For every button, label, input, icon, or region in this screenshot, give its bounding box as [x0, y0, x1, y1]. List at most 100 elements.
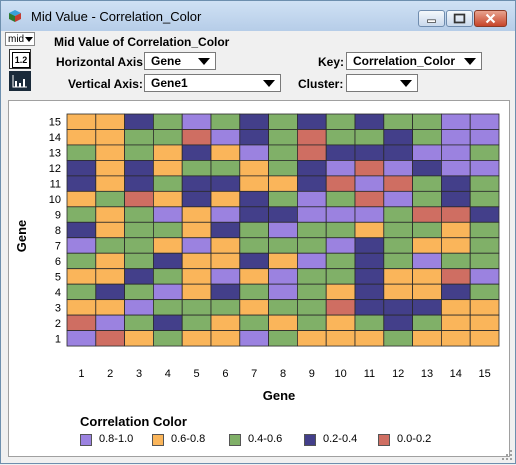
- heatmap-cell[interactable]: [469, 283, 500, 301]
- heatmap-cell[interactable]: [239, 221, 270, 239]
- heatmap-cell[interactable]: [325, 314, 356, 331]
- heatmap-cell[interactable]: [210, 175, 241, 192]
- heatmap-cell[interactable]: [296, 314, 327, 331]
- heatmap-cell[interactable]: [95, 268, 126, 285]
- heatmap-cell[interactable]: [412, 206, 442, 223]
- heatmap-cell[interactable]: [440, 175, 471, 192]
- heatmap-cell[interactable]: [268, 330, 298, 347]
- heatmap-cell[interactable]: [440, 160, 471, 177]
- heatmap-cell[interactable]: [383, 299, 413, 316]
- heatmap-cell[interactable]: [66, 268, 97, 285]
- heatmap-cell[interactable]: [268, 160, 298, 177]
- heatmap-cell[interactable]: [412, 190, 442, 208]
- heatmap-cell[interactable]: [95, 144, 126, 161]
- heatmap-cell[interactable]: [268, 299, 298, 316]
- close-button[interactable]: [474, 10, 507, 27]
- heatmap-cell[interactable]: [152, 160, 183, 177]
- heatmap-cell[interactable]: [66, 144, 97, 161]
- heatmap-cell[interactable]: [124, 314, 154, 331]
- heatmap-cell[interactable]: [325, 206, 356, 223]
- maximize-button[interactable]: [446, 10, 473, 27]
- heatmap-cell[interactable]: [181, 144, 212, 161]
- heatmap-cell[interactable]: [440, 283, 471, 301]
- heatmap-cell[interactable]: [325, 299, 356, 316]
- heatmap-cell[interactable]: [95, 221, 126, 239]
- heatmap-cell[interactable]: [296, 221, 327, 239]
- heatmap-cell[interactable]: [469, 237, 500, 254]
- heatmap-cell[interactable]: [354, 314, 385, 331]
- heatmap-cell[interactable]: [152, 175, 183, 192]
- heatmap-cell[interactable]: [412, 268, 442, 285]
- heatmap-cell[interactable]: [440, 252, 471, 270]
- heatmap-cell[interactable]: [239, 237, 270, 254]
- heatmap-cell[interactable]: [383, 268, 413, 285]
- heatmap-cell[interactable]: [210, 206, 241, 223]
- heatmap-cell[interactable]: [152, 129, 183, 146]
- scale-button[interactable]: 1.2: [9, 49, 31, 69]
- heatmap-cell[interactable]: [383, 129, 413, 146]
- heatmap-cell[interactable]: [181, 268, 212, 285]
- minimize-button[interactable]: [418, 10, 445, 27]
- heatmap-cell[interactable]: [354, 268, 385, 285]
- heatmap-cell[interactable]: [469, 221, 500, 239]
- heatmap-cell[interactable]: [239, 330, 270, 347]
- heatmap-cell[interactable]: [124, 221, 154, 239]
- heatmap-cell[interactable]: [412, 144, 442, 161]
- heatmap-cell[interactable]: [268, 144, 298, 161]
- heatmap-cell[interactable]: [440, 221, 471, 239]
- heatmap-cell[interactable]: [66, 314, 97, 331]
- heatmap-cell[interactable]: [95, 160, 126, 177]
- heatmap-cell[interactable]: [412, 221, 442, 239]
- heatmap-cell[interactable]: [325, 221, 356, 239]
- heatmap-cell[interactable]: [66, 283, 97, 301]
- mode-dropdown[interactable]: mid: [5, 32, 35, 46]
- heatmap-cell[interactable]: [383, 283, 413, 301]
- heatmap-cell[interactable]: [66, 113, 97, 130]
- heatmap-cell[interactable]: [354, 144, 385, 161]
- heatmap-cell[interactable]: [412, 237, 442, 254]
- heatmap-cell[interactable]: [325, 190, 356, 208]
- heatmap-cell[interactable]: [239, 268, 270, 285]
- chart-view-button[interactable]: [9, 71, 31, 91]
- heatmap-cell[interactable]: [124, 144, 154, 161]
- heatmap-cell[interactable]: [469, 252, 500, 270]
- heatmap-cell[interactable]: [412, 175, 442, 192]
- heatmap-cell[interactable]: [181, 299, 212, 316]
- heatmap-cell[interactable]: [268, 129, 298, 146]
- heatmap-cell[interactable]: [296, 129, 327, 146]
- heatmap-cell[interactable]: [469, 190, 500, 208]
- heatmap-cell[interactable]: [412, 330, 442, 347]
- heatmap-cell[interactable]: [296, 113, 327, 130]
- heatmap-cell[interactable]: [469, 113, 500, 130]
- heatmap-cell[interactable]: [469, 330, 500, 347]
- heatmap-cell[interactable]: [210, 190, 241, 208]
- heatmap-cell[interactable]: [124, 129, 154, 146]
- heatmap-cell[interactable]: [95, 283, 126, 301]
- heatmap-cell[interactable]: [354, 299, 385, 316]
- heatmap-cell[interactable]: [268, 283, 298, 301]
- heatmap-cell[interactable]: [124, 190, 154, 208]
- heatmap-cell[interactable]: [296, 144, 327, 161]
- heatmap-cell[interactable]: [469, 268, 500, 285]
- heatmap-cell[interactable]: [152, 237, 183, 254]
- heatmap-cell[interactable]: [440, 314, 471, 331]
- heatmap-cell[interactable]: [268, 113, 298, 130]
- heatmap-cell[interactable]: [296, 190, 327, 208]
- heatmap-cell[interactable]: [66, 129, 97, 146]
- heatmap-cell[interactable]: [95, 252, 126, 270]
- heatmap-cell[interactable]: [325, 113, 356, 130]
- heatmap-cell[interactable]: [440, 237, 471, 254]
- heatmap-cell[interactable]: [268, 175, 298, 192]
- heatmap-cell[interactable]: [354, 206, 385, 223]
- heatmap-cell[interactable]: [383, 252, 413, 270]
- heatmap-cell[interactable]: [469, 175, 500, 192]
- heatmap-cell[interactable]: [181, 237, 212, 254]
- heatmap-cell[interactable]: [268, 206, 298, 223]
- heatmap-cell[interactable]: [124, 113, 154, 130]
- heatmap-cell[interactable]: [152, 252, 183, 270]
- heatmap-cell[interactable]: [383, 330, 413, 347]
- heatmap-cell[interactable]: [325, 175, 356, 192]
- heatmap-cell[interactable]: [296, 299, 327, 316]
- heatmap-cell[interactable]: [210, 129, 241, 146]
- heatmap-cell[interactable]: [152, 206, 183, 223]
